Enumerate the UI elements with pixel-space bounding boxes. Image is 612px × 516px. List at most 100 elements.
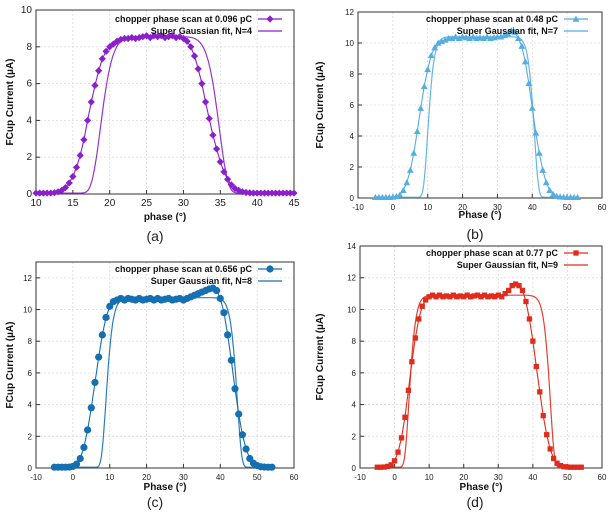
data-markers bbox=[372, 27, 581, 200]
data-point bbox=[416, 316, 422, 322]
data-point bbox=[464, 292, 470, 298]
y-tick-label: 0 bbox=[26, 189, 32, 200]
data-point bbox=[39, 189, 47, 197]
y-tick-label: 2 bbox=[352, 432, 357, 441]
data-point bbox=[514, 34, 522, 42]
x-tick-label: -10 bbox=[30, 473, 42, 482]
data-point bbox=[423, 297, 429, 303]
fit-curve bbox=[54, 297, 272, 468]
data-markers bbox=[50, 284, 276, 471]
data-point bbox=[506, 287, 512, 294]
y-tick-label: 2 bbox=[28, 432, 33, 441]
y-tick-label: 4 bbox=[26, 115, 32, 126]
data-point bbox=[485, 294, 491, 300]
legend-label-data: chopper phase scan at 0.656 pC bbox=[115, 264, 253, 274]
data-point bbox=[220, 309, 228, 317]
y-tick-label: 8 bbox=[28, 337, 33, 346]
data-point bbox=[471, 293, 477, 299]
data-point bbox=[410, 149, 418, 156]
data-point bbox=[388, 462, 394, 468]
y-tick-label: 12 bbox=[23, 274, 32, 283]
legend: chopper phase scan at 0.656 pC Super Gaus… bbox=[115, 264, 282, 286]
data-point bbox=[499, 294, 505, 300]
x-tick-label: 50 bbox=[563, 473, 572, 482]
data-series-line bbox=[377, 283, 582, 468]
data-point bbox=[511, 28, 519, 35]
plot-frame bbox=[35, 261, 295, 469]
data-point bbox=[216, 158, 224, 166]
legend-label-fit: Super Gaussian fit, N=4 bbox=[151, 26, 252, 36]
data-point bbox=[392, 193, 400, 200]
data-point bbox=[260, 189, 269, 197]
data-point bbox=[443, 293, 450, 299]
data-point bbox=[183, 37, 191, 45]
legend-label-fit: Super Gaussian fit, N=7 bbox=[457, 26, 558, 36]
legend-label-fit: Super Gaussian fit, N=9 bbox=[457, 260, 558, 270]
panel-caption-c: (c) bbox=[146, 494, 164, 510]
data-point bbox=[405, 387, 412, 393]
data-point bbox=[523, 298, 529, 305]
data-point bbox=[413, 127, 421, 135]
x-tick-label: 15 bbox=[67, 198, 79, 209]
data-point bbox=[469, 33, 477, 40]
y-tick-label: 8 bbox=[352, 337, 357, 346]
grid bbox=[35, 262, 295, 469]
data-point bbox=[429, 292, 436, 298]
legend-label-data: chopper phase scan at 0.48 pC bbox=[426, 14, 559, 24]
fit-curve bbox=[375, 36, 578, 198]
data-point bbox=[399, 186, 407, 193]
plot-frame bbox=[35, 9, 295, 195]
x-tick-label: 50 bbox=[253, 473, 262, 482]
x-tick-label: 35 bbox=[215, 198, 227, 209]
x-tick-label: 40 bbox=[252, 198, 264, 209]
data-point bbox=[268, 189, 276, 197]
x-axis-label: Phase (°) bbox=[144, 482, 187, 493]
data-point bbox=[530, 338, 536, 344]
data-point bbox=[549, 190, 557, 197]
data-point bbox=[409, 359, 415, 365]
y-tick-label: 8 bbox=[350, 70, 355, 79]
data-point bbox=[474, 292, 481, 298]
data-point bbox=[391, 458, 398, 464]
data-point bbox=[447, 294, 453, 300]
data-point bbox=[91, 378, 99, 387]
x-tick-label: 0 bbox=[392, 473, 397, 482]
plot-frame bbox=[359, 245, 603, 469]
data-point bbox=[95, 67, 103, 75]
data-point bbox=[396, 191, 404, 198]
y-tick-label: 14 bbox=[347, 242, 356, 251]
y-tick-label: 0 bbox=[28, 464, 33, 473]
x-tick-label: 30 bbox=[179, 473, 188, 482]
data-point bbox=[249, 189, 258, 197]
data-point bbox=[564, 464, 571, 470]
x-tick-label: 20 bbox=[104, 198, 116, 209]
data-point bbox=[224, 175, 232, 183]
x-tick-label: -10 bbox=[354, 473, 366, 482]
data-point bbox=[438, 38, 446, 45]
data-point bbox=[378, 464, 384, 470]
data-point bbox=[518, 42, 526, 49]
data-point bbox=[540, 413, 546, 419]
y-axis-label: FCup Current (µA) bbox=[315, 62, 326, 149]
data-point bbox=[43, 189, 51, 197]
data-point bbox=[488, 293, 495, 299]
data-point bbox=[84, 116, 92, 124]
data-point bbox=[69, 172, 77, 181]
data-point bbox=[481, 292, 488, 298]
data-point bbox=[571, 464, 577, 470]
data-point bbox=[519, 287, 526, 294]
data-point bbox=[441, 36, 449, 43]
legend-marker bbox=[266, 15, 274, 23]
data-point bbox=[455, 34, 463, 42]
x-tick-label: -10 bbox=[352, 203, 364, 212]
data-point bbox=[283, 189, 291, 197]
x-tick-label: 60 bbox=[598, 473, 607, 482]
data-point bbox=[467, 294, 474, 300]
data-point bbox=[546, 186, 554, 193]
data-point bbox=[509, 283, 515, 289]
data-point bbox=[279, 189, 287, 197]
data-point bbox=[550, 455, 557, 462]
x-tick-label: 60 bbox=[290, 473, 299, 482]
data-point bbox=[557, 462, 564, 469]
data-point bbox=[201, 98, 210, 106]
